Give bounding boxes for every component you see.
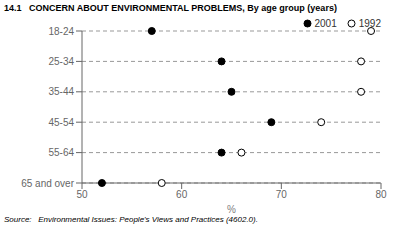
- svg-text:60: 60: [176, 189, 188, 200]
- svg-text:18-24: 18-24: [48, 26, 74, 37]
- html-text:Source: Environmental Issues:: Source: Environmental Issues: People's V…: [4, 215, 258, 224]
- svg-text:35-44: 35-44: [48, 86, 74, 97]
- svg-text:70: 70: [276, 189, 288, 200]
- svg-text:80: 80: [375, 189, 387, 200]
- svg-text:65 and over: 65 and over: [21, 178, 74, 189]
- svg-text:50: 50: [76, 189, 88, 200]
- svg-text:55-64: 55-64: [48, 147, 74, 158]
- html-text:1992: 1992: [358, 18, 381, 29]
- html-text:14.1 CONCERN ABOUT ENVIRONMENT: 14.1 CONCERN ABOUT ENVIRONMENTAL PROBLEM…: [4, 3, 337, 13]
- svg-text:45-54: 45-54: [48, 117, 74, 128]
- html-text:2001: 2001: [314, 18, 337, 29]
- svg-text:25-34: 25-34: [48, 56, 74, 67]
- svg-text:%: %: [227, 204, 236, 213]
